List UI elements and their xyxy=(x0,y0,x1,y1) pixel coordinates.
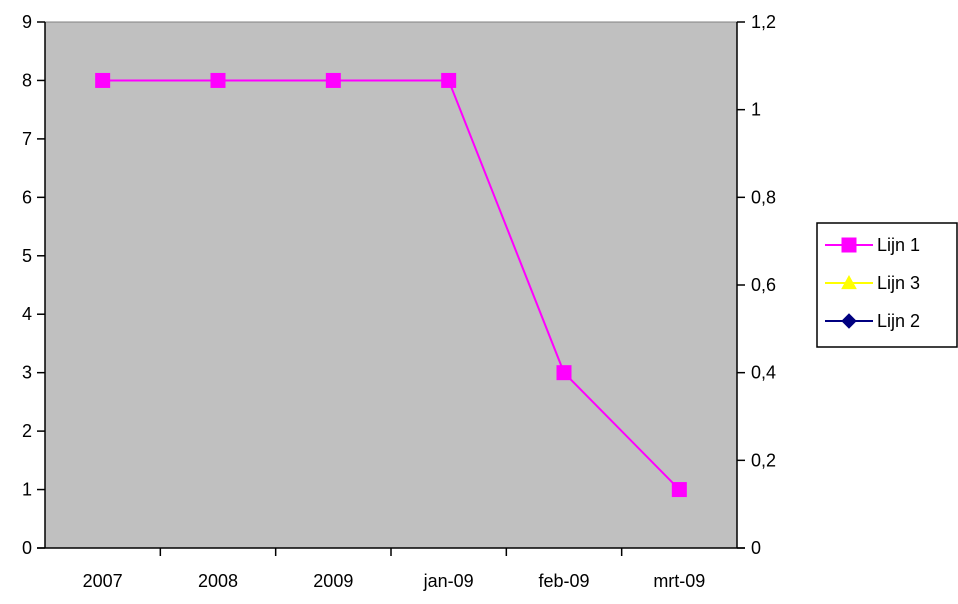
data-point xyxy=(325,72,341,88)
legend-label: Lijn 2 xyxy=(877,311,920,331)
y-left-tick-label: 9 xyxy=(22,12,32,32)
legend-marker xyxy=(841,237,857,253)
y-left-tick-label: 2 xyxy=(22,421,32,441)
y-right-tick-label: 0 xyxy=(751,538,761,558)
data-point xyxy=(95,72,111,88)
plot-area xyxy=(44,21,738,549)
y-left-tick-label: 1 xyxy=(22,480,32,500)
data-point xyxy=(210,72,226,88)
y-right-tick-label: 0,2 xyxy=(751,450,776,470)
x-tick-label: jan-09 xyxy=(423,571,474,591)
legend-marker xyxy=(841,313,857,329)
series-layer xyxy=(95,72,687,498)
data-point xyxy=(556,365,572,381)
legend-marker xyxy=(841,274,857,290)
legend-label: Lijn 1 xyxy=(877,235,920,255)
legend-box xyxy=(816,222,958,348)
legend-label: Lijn 3 xyxy=(877,273,920,293)
y-right-tick-label: 0,4 xyxy=(751,363,776,383)
y-left-tick-label: 7 xyxy=(22,129,32,149)
data-point xyxy=(671,482,687,498)
y-left-tick-label: 8 xyxy=(22,70,32,90)
y-right-tick-label: 1 xyxy=(751,100,761,120)
y-right-tick-label: 0,6 xyxy=(751,275,776,295)
legend: Lijn 1 Lijn 3 Lijn 2 xyxy=(816,222,958,348)
y-left-tick-label: 0 xyxy=(22,538,32,558)
x-tick-label: mrt-09 xyxy=(653,571,705,591)
y-right-tick-label: 0,8 xyxy=(751,187,776,207)
y-left-tick-label: 6 xyxy=(22,187,32,207)
y-right-tick-label: 1,2 xyxy=(751,12,776,32)
axes: 0 1 2 3 4 5 6 7 8 9 0 0,2 0,4 0,6 0,8 1 1,2 2007 2008 2009 j… xyxy=(22,12,776,591)
x-tick-label: 2008 xyxy=(198,571,238,591)
y-left-tick-label: 5 xyxy=(22,246,32,266)
x-tick-label: 2007 xyxy=(83,571,123,591)
x-tick-label: 2009 xyxy=(313,571,353,591)
y-left-tick-label: 3 xyxy=(22,363,32,383)
series-line xyxy=(102,79,681,491)
data-point xyxy=(441,72,457,88)
x-tick-label: feb-09 xyxy=(538,571,589,591)
y-left-tick-label: 4 xyxy=(22,304,32,324)
